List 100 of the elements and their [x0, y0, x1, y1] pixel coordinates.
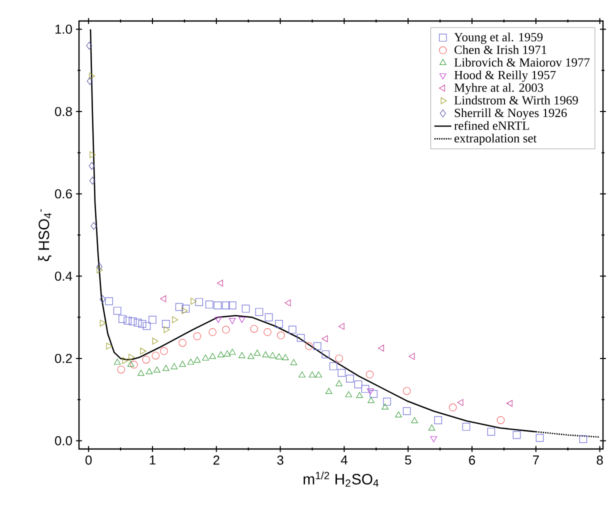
- point: [254, 350, 261, 356]
- point: [288, 326, 296, 334]
- point: [96, 266, 103, 274]
- point: [322, 350, 330, 358]
- point: [395, 411, 402, 418]
- point: [146, 368, 153, 374]
- point: [114, 358, 121, 365]
- legend-label: Sherrill & Noyes 1926: [454, 108, 567, 120]
- point: [428, 424, 436, 431]
- x-tick-label: 3: [277, 456, 284, 465]
- point: [264, 313, 273, 322]
- point: [345, 391, 352, 398]
- point: [354, 380, 362, 388]
- point: [122, 357, 128, 364]
- point: [366, 370, 374, 378]
- point: [164, 326, 170, 334]
- y-tick-label: 0.8: [54, 106, 72, 116]
- point: [140, 348, 146, 354]
- point: [216, 280, 223, 287]
- point: [160, 295, 166, 302]
- point: [90, 222, 97, 230]
- point: [338, 368, 346, 377]
- point: [262, 351, 270, 358]
- point: [378, 344, 384, 352]
- point: [217, 351, 224, 358]
- x-tick-label: 0: [85, 456, 92, 465]
- point: [315, 371, 322, 378]
- point: [162, 320, 170, 328]
- point: [290, 359, 298, 366]
- point: [298, 371, 306, 378]
- y-tick-label: 0.2: [54, 354, 72, 364]
- y-tick-label: 0.4: [54, 272, 72, 281]
- point: [276, 353, 282, 360]
- point: [152, 352, 160, 360]
- point: [190, 298, 197, 305]
- point: [124, 316, 132, 324]
- point: [152, 338, 158, 345]
- point: [100, 320, 106, 326]
- point: [434, 416, 442, 424]
- point: [338, 322, 344, 330]
- point: [228, 348, 236, 355]
- point: [89, 176, 96, 185]
- point: [138, 370, 144, 376]
- point: [105, 297, 113, 306]
- point: [238, 352, 246, 358]
- point: [187, 358, 194, 365]
- point: [182, 304, 190, 313]
- point: [182, 307, 188, 314]
- y-axis-title: ξ HSO$_{4}$-: [38, 209, 52, 262]
- point: [368, 396, 374, 403]
- point: [193, 332, 202, 340]
- point: [178, 338, 186, 347]
- point: [88, 162, 95, 170]
- point: [305, 342, 313, 350]
- point: [448, 404, 457, 412]
- point: [308, 371, 316, 378]
- point: [106, 342, 112, 350]
- point: [194, 356, 201, 363]
- point: [160, 347, 168, 355]
- y-tick-label: 0.0: [54, 436, 72, 446]
- point: [346, 374, 354, 383]
- point: [296, 334, 305, 342]
- point: [90, 151, 96, 158]
- legend-label: Young et al. 1959: [454, 32, 543, 44]
- point: [487, 428, 496, 436]
- point: [222, 301, 230, 310]
- point: [228, 318, 236, 324]
- point: [361, 385, 370, 393]
- point: [506, 400, 512, 407]
- x-axis-title: m$^{1/2}$ H$_{2}$SO$_{4}$: [304, 472, 379, 487]
- x-tick-label: 4: [340, 456, 348, 464]
- legend-label: Hood & Reilly 1957: [454, 70, 556, 82]
- point: [247, 352, 254, 359]
- point: [208, 328, 216, 336]
- point: [242, 304, 250, 313]
- point: [382, 404, 388, 410]
- point: [134, 318, 142, 327]
- point: [250, 324, 258, 333]
- point: [148, 316, 156, 324]
- point: [336, 380, 342, 386]
- y-tick-label: 1.0: [55, 24, 72, 34]
- point: [127, 360, 134, 367]
- point: [277, 332, 285, 340]
- point: [89, 72, 96, 80]
- point: [411, 417, 418, 424]
- x-tick-label: 8: [596, 456, 603, 465]
- point: [205, 300, 214, 308]
- point: [536, 434, 544, 442]
- x-tick-label: 6: [469, 456, 476, 465]
- point: [128, 354, 135, 361]
- point: [284, 299, 291, 306]
- point: [228, 301, 236, 310]
- point: [142, 322, 151, 330]
- point: [117, 366, 126, 374]
- legend-label: Chen & Irish 1971: [454, 45, 546, 54]
- point: [325, 388, 332, 394]
- point: [408, 352, 415, 360]
- x-tick-label: 2: [213, 456, 220, 465]
- point: [113, 306, 122, 315]
- point: [224, 350, 231, 356]
